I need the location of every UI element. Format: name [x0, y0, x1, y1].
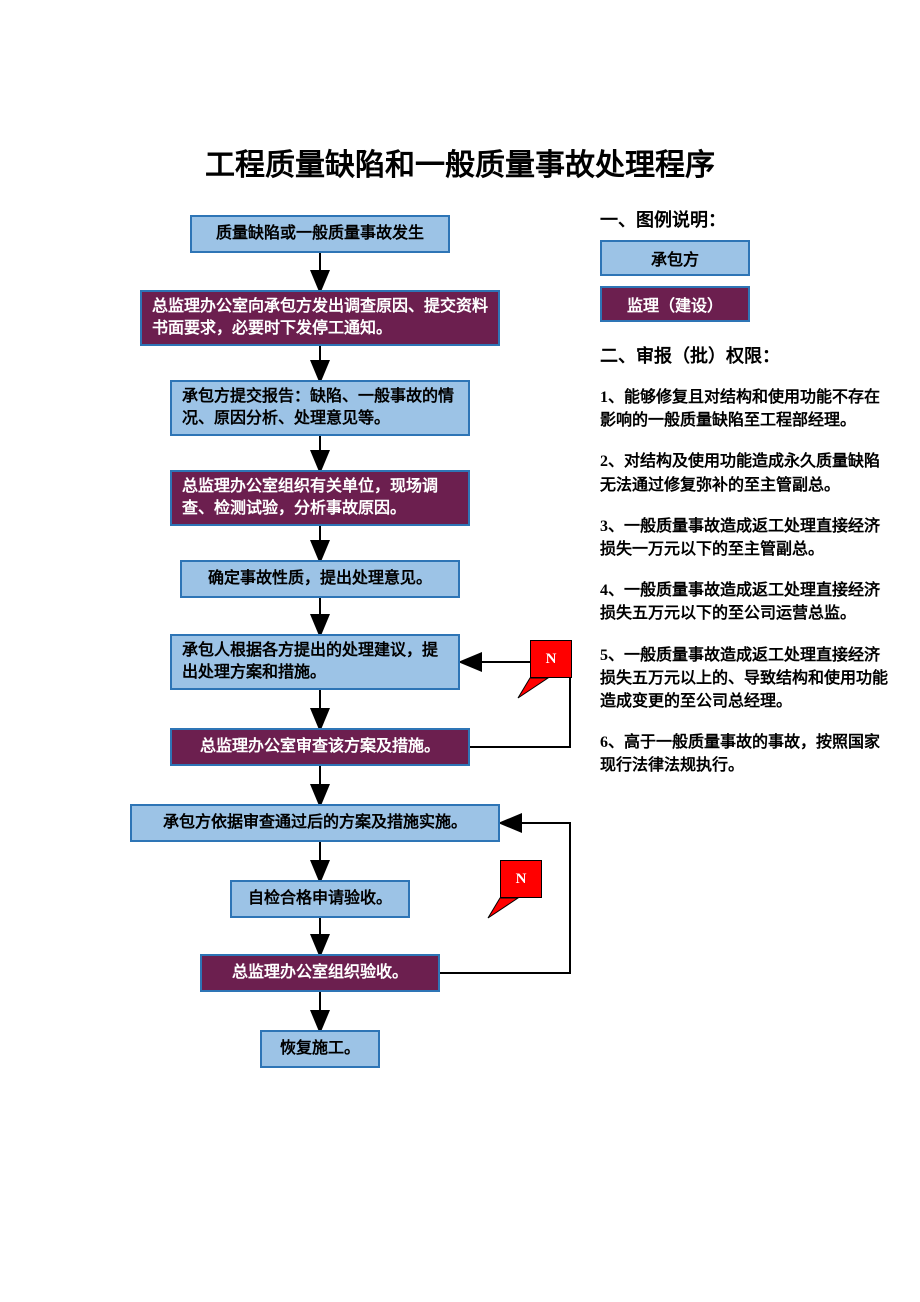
rule-item: 6、高于一般质量事故的事故，按照国家现行法律法规执行。 — [600, 731, 890, 777]
page-title: 工程质量缺陷和一般质量事故处理程序 — [0, 140, 920, 184]
rule-item: 2、对结构及使用功能造成永久质量缺陷无法通过修复弥补的至主管副总。 — [600, 450, 890, 496]
flow-node-n11: 恢复施工。 — [260, 1030, 380, 1068]
rule-item: 1、能够修复且对结构和使用功能不存在影响的一般质量缺陷至工程部经理。 — [600, 386, 890, 432]
legend-purple: 监理（建设） — [600, 286, 750, 322]
no-callout: N — [530, 640, 572, 678]
flow-node-n8: 承包方依据审查通过后的方案及措施实施。 — [130, 804, 500, 842]
rule-item: 3、一般质量事故造成返工处理直接经济损失一万元以下的至主管副总。 — [600, 515, 890, 561]
flow-node-n6: 承包人根据各方提出的处理建议，提出处理方案和措施。 — [170, 634, 460, 690]
flow-node-n3: 承包方提交报告：缺陷、一般事故的情况、原因分析、处理意见等。 — [170, 380, 470, 436]
auth-heading: 二、审报（批）权限： — [600, 342, 890, 368]
flow-node-n4: 总监理办公室组织有关单位，现场调查、检测试验，分析事故原因。 — [170, 470, 470, 526]
legend-blue: 承包方 — [600, 240, 750, 276]
flowchart: 质量缺陷或一般质量事故发生总监理办公室向承包方发出调查原因、提交资料书面要求，必… — [130, 200, 610, 1200]
rule-item: 4、一般质量事故造成返工处理直接经济损失五万元以下的至公司运营总监。 — [600, 579, 890, 625]
rule-item: 5、一般质量事故造成返工处理直接经济损失五万元以上的、导致结构和使用功能造成变更… — [600, 644, 890, 714]
flow-node-n5: 确定事故性质，提出处理意见。 — [180, 560, 460, 598]
side-panel: 一、图例说明： 承包方监理（建设） 二、审报（批）权限： 1、能够修复且对结构和… — [600, 200, 890, 795]
flow-node-n1: 质量缺陷或一般质量事故发生 — [190, 215, 450, 253]
flow-node-n2: 总监理办公室向承包方发出调查原因、提交资料书面要求，必要时下发停工通知。 — [140, 290, 500, 346]
legend-heading: 一、图例说明： — [600, 206, 890, 232]
no-callout: N — [500, 860, 542, 898]
flow-node-n7: 总监理办公室审查该方案及措施。 — [170, 728, 470, 766]
flow-node-n9: 自检合格申请验收。 — [230, 880, 410, 918]
flow-node-n10: 总监理办公室组织验收。 — [200, 954, 440, 992]
